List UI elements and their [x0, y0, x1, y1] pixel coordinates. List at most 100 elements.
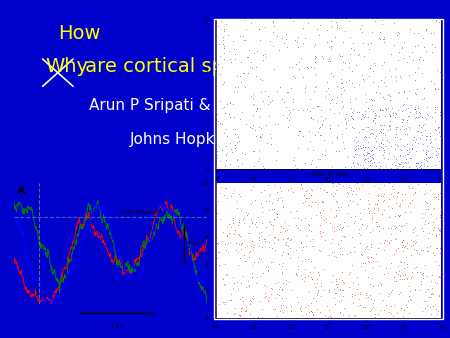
Point — [380, 36, 387, 42]
Point — [370, 97, 378, 102]
Point — [265, 198, 272, 203]
Point — [379, 126, 387, 131]
Text: are cortical spike trains irregular?: are cortical spike trains irregular? — [79, 57, 413, 76]
Point — [359, 126, 366, 131]
Point — [232, 84, 239, 90]
Point — [417, 247, 424, 253]
Point — [413, 165, 420, 171]
Point — [429, 250, 436, 256]
Point — [305, 129, 312, 134]
Point — [339, 139, 346, 145]
Point — [404, 120, 411, 125]
Point — [281, 99, 288, 105]
Point — [285, 108, 292, 113]
Point — [300, 108, 307, 113]
Point — [324, 190, 331, 195]
Point — [307, 259, 314, 264]
Point — [242, 26, 249, 31]
Point — [358, 113, 365, 118]
Point — [277, 309, 284, 314]
Point — [259, 244, 266, 249]
Point — [229, 149, 236, 154]
Point — [393, 165, 400, 170]
Point — [283, 90, 290, 95]
Point — [293, 272, 301, 277]
Point — [386, 214, 393, 220]
Point — [257, 189, 264, 195]
Point — [381, 105, 388, 111]
Point — [397, 74, 404, 79]
Point — [357, 232, 364, 238]
Point — [385, 291, 392, 297]
Point — [220, 46, 227, 51]
Point — [332, 198, 339, 203]
Point — [243, 209, 250, 215]
Point — [270, 207, 277, 212]
Point — [231, 126, 239, 131]
Point — [333, 84, 341, 89]
Point — [421, 85, 428, 90]
Point — [252, 224, 259, 230]
Point — [345, 60, 352, 65]
Point — [282, 304, 289, 310]
Point — [421, 211, 428, 216]
Point — [354, 151, 361, 156]
Point — [292, 208, 299, 214]
Point — [305, 257, 312, 262]
Point — [394, 30, 401, 35]
Point — [414, 128, 422, 133]
Point — [396, 259, 404, 264]
Point — [375, 159, 382, 165]
Point — [392, 213, 399, 218]
Point — [250, 163, 257, 168]
Point — [336, 310, 343, 315]
Point — [235, 312, 243, 318]
Point — [355, 52, 362, 58]
Point — [403, 220, 410, 226]
Point — [333, 19, 340, 24]
Point — [377, 145, 384, 150]
Point — [420, 147, 427, 152]
Point — [219, 65, 226, 70]
Point — [373, 138, 380, 144]
Point — [423, 163, 430, 168]
Point — [236, 138, 243, 143]
Text: A: A — [18, 186, 26, 196]
Point — [245, 231, 252, 236]
Point — [218, 121, 225, 127]
Point — [393, 142, 400, 148]
Point — [362, 244, 369, 249]
Point — [342, 28, 349, 34]
Point — [256, 273, 264, 279]
Point — [340, 305, 347, 311]
Point — [312, 71, 319, 76]
Point — [355, 146, 362, 151]
Point — [391, 110, 398, 116]
Point — [368, 130, 375, 136]
Point — [338, 277, 345, 283]
Point — [297, 239, 305, 244]
Point — [300, 200, 307, 205]
Point — [398, 197, 405, 203]
Point — [227, 193, 234, 198]
Point — [380, 130, 387, 136]
Point — [360, 152, 367, 158]
Point — [351, 292, 359, 298]
Point — [268, 98, 275, 103]
Point — [223, 157, 230, 163]
Point — [351, 84, 358, 89]
Point — [316, 156, 324, 162]
Point — [260, 99, 267, 104]
Point — [226, 48, 233, 53]
Point — [420, 191, 427, 196]
Point — [396, 203, 403, 208]
Point — [402, 191, 409, 196]
Point — [340, 287, 347, 293]
Point — [437, 53, 445, 59]
Point — [327, 314, 334, 320]
Point — [371, 297, 378, 303]
Point — [307, 161, 314, 166]
Point — [401, 259, 408, 265]
Point — [435, 20, 442, 25]
Point — [399, 244, 406, 250]
